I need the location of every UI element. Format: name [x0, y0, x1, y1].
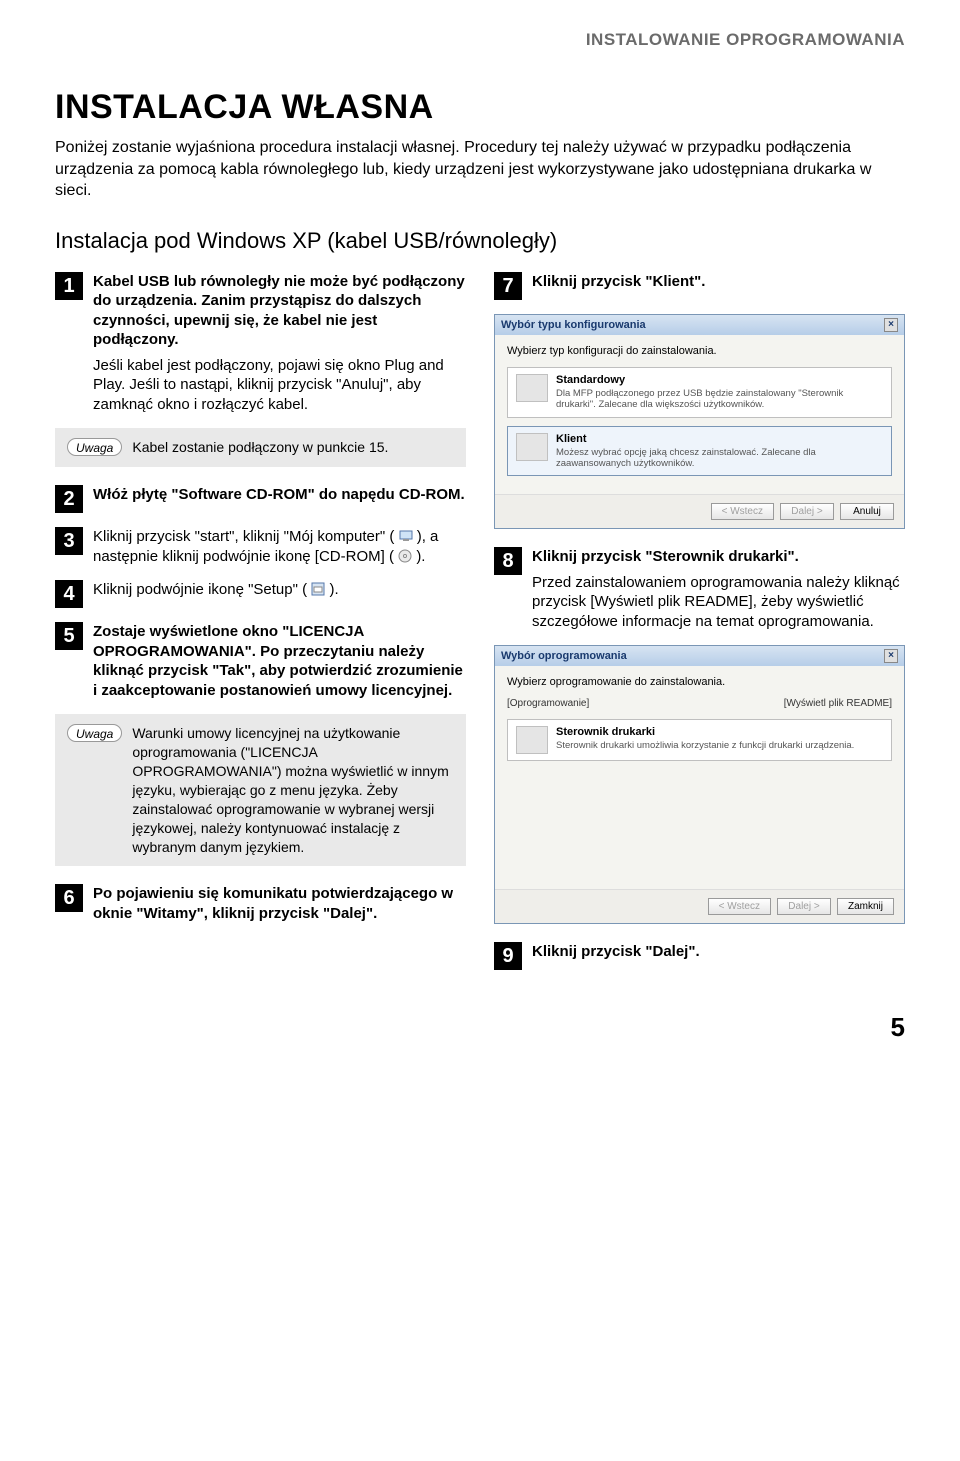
- step-body: Kliknij podwójnie ikonę "Setup" ( ).: [93, 580, 466, 600]
- software-link[interactable]: [Oprogramowanie]: [507, 698, 589, 709]
- dialog-software-select: Wybór oprogramowania × Wybierz oprogramo…: [494, 645, 905, 924]
- two-column-layout: 1 Kabel USB lub równoległy nie może być …: [55, 272, 905, 985]
- step-text-part: ).: [329, 581, 338, 598]
- step-bold-text: Kliknij przycisk "Klient".: [532, 273, 705, 290]
- close-button[interactable]: Zamknij: [837, 898, 894, 915]
- step-body: Zostaje wyświetlone okno "LICENCJA OPROG…: [93, 622, 466, 700]
- my-computer-icon: [399, 529, 413, 543]
- close-icon[interactable]: ×: [884, 649, 898, 663]
- step-8: 8 Kliknij przycisk "Sterownik drukarki".…: [494, 547, 905, 631]
- right-column: 7 Kliknij przycisk "Klient". Wybór typu …: [494, 272, 905, 985]
- option-text: Klient Możesz wybrać opcję jaką chcesz z…: [556, 433, 883, 470]
- left-column: 1 Kabel USB lub równoległy nie może być …: [55, 272, 466, 985]
- step-number: 9: [494, 942, 522, 970]
- step-body: Po pojawieniu się komunikatu potwierdzaj…: [93, 884, 466, 923]
- note-box: Uwaga Kabel zostanie podłączony w punkci…: [55, 428, 466, 467]
- option-desc: Dla MFP podłączonego przez USB będzie za…: [556, 388, 883, 411]
- dialog-titlebar: Wybór typu konfigurowania ×: [495, 315, 904, 335]
- step-body: Kliknij przycisk "start", kliknij "Mój k…: [93, 527, 466, 566]
- setup-icon: [311, 582, 325, 596]
- step-bold-text: Kliknij przycisk "Sterownik drukarki".: [532, 548, 799, 565]
- step-number: 2: [55, 485, 83, 513]
- dialog-prompt: Wybierz oprogramowanie do zainstalowania…: [507, 676, 892, 688]
- back-button[interactable]: < Wstecz: [708, 898, 771, 915]
- page-number: 5: [55, 1012, 905, 1043]
- step-9: 9 Kliknij przycisk "Dalej".: [494, 942, 905, 970]
- next-button[interactable]: Dalej >: [777, 898, 831, 915]
- step-number: 4: [55, 580, 83, 608]
- step-number: 3: [55, 527, 83, 555]
- option-desc: Możesz wybrać opcję jaką chcesz zainstal…: [556, 447, 883, 470]
- option-client[interactable]: Klient Możesz wybrać opcję jaką chcesz z…: [507, 426, 892, 477]
- option-title: Klient: [556, 433, 883, 445]
- step-3: 3 Kliknij przycisk "start", kliknij "Mój…: [55, 527, 466, 566]
- step-number: 7: [494, 272, 522, 300]
- option-text: Sterownik drukarki Sterownik drukarki um…: [556, 726, 883, 751]
- option-printer-driver[interactable]: Sterownik drukarki Sterownik drukarki um…: [507, 719, 892, 761]
- dialog-button-row: < Wstecz Dalej > Zamknij: [495, 889, 904, 923]
- step-text-part: ).: [416, 548, 425, 565]
- step-bold-text: Zostaje wyświetlone okno "LICENCJA OPROG…: [93, 623, 463, 699]
- step-text-part: Kliknij przycisk "start", kliknij "Mój k…: [93, 528, 394, 545]
- dialog-config-type: Wybór typu konfigurowania × Wybierz typ …: [494, 314, 905, 530]
- option-title: Sterownik drukarki: [556, 726, 883, 738]
- next-button[interactable]: Dalej >: [780, 503, 834, 520]
- printer-icon: [516, 433, 548, 461]
- dialog-titlebar: Wybór oprogramowania ×: [495, 646, 904, 666]
- printer-icon: [516, 374, 548, 402]
- step-paragraph: Przed zainstalowaniem oprogramowania nal…: [532, 573, 905, 632]
- step-body: Kliknij przycisk "Dalej".: [532, 942, 905, 962]
- option-desc: Sterownik drukarki umożliwia korzystanie…: [556, 740, 883, 751]
- step-body: Włóż płytę "Software CD-ROM" do napędu C…: [93, 485, 466, 505]
- step-body: Kliknij przycisk "Sterownik drukarki". P…: [532, 547, 905, 631]
- option-text: Standardowy Dla MFP podłączonego przez U…: [556, 374, 883, 411]
- step-paragraph: Jeśli kabel jest podłączony, pojawi się …: [93, 356, 466, 415]
- note-text: Warunki umowy licencyjnej na użytkowanie…: [132, 724, 454, 856]
- step-bold-text: Kabel USB lub równoległy nie może być po…: [93, 273, 465, 349]
- step-5: 5 Zostaje wyświetlone okno "LICENCJA OPR…: [55, 622, 466, 700]
- cancel-button[interactable]: Anuluj: [840, 503, 894, 520]
- note-label: Uwaga: [67, 724, 122, 742]
- step-7: 7 Kliknij przycisk "Klient".: [494, 272, 905, 300]
- readme-link[interactable]: [Wyświetl plik README]: [784, 698, 892, 709]
- step-body: Kliknij przycisk "Klient".: [532, 272, 905, 292]
- step-bold-text: Włóż płytę "Software CD-ROM" do napędu C…: [93, 486, 465, 503]
- step-body: Kabel USB lub równoległy nie może być po…: [93, 272, 466, 415]
- dialog-link-row: [Oprogramowanie] [Wyświetl plik README]: [507, 698, 892, 709]
- note-text: Kabel zostanie podłączony w punkcie 15.: [132, 438, 454, 457]
- step-1: 1 Kabel USB lub równoległy nie może być …: [55, 272, 466, 415]
- page-title: INSTALACJA WŁASNA: [55, 88, 905, 127]
- section-header: INSTALOWANIE OPROGRAMOWANIA: [55, 30, 905, 50]
- cd-rom-icon: [398, 549, 412, 563]
- back-button[interactable]: < Wstecz: [711, 503, 774, 520]
- dialog-title: Wybór typu konfigurowania: [501, 319, 646, 331]
- step-6: 6 Po pojawieniu się komunikatu potwierdz…: [55, 884, 466, 923]
- close-icon[interactable]: ×: [884, 318, 898, 332]
- step-number: 5: [55, 622, 83, 650]
- dialog-title: Wybór oprogramowania: [501, 650, 627, 662]
- subsection-title: Instalacja pod Windows XP (kabel USB/rów…: [55, 228, 905, 254]
- intro-paragraph: Poniżej zostanie wyjaśniona procedura in…: [55, 137, 905, 202]
- dialog-body: Wybierz oprogramowanie do zainstalowania…: [495, 666, 904, 889]
- step-2: 2 Włóż płytę "Software CD-ROM" do napędu…: [55, 485, 466, 513]
- step-number: 6: [55, 884, 83, 912]
- note-label: Uwaga: [67, 438, 122, 456]
- printer-icon: [516, 726, 548, 754]
- step-text-part: Kliknij podwójnie ikonę "Setup" (: [93, 581, 307, 598]
- step-4: 4 Kliknij podwójnie ikonę "Setup" ( ).: [55, 580, 466, 608]
- dialog-button-row: < Wstecz Dalej > Anuluj: [495, 494, 904, 528]
- dialog-prompt: Wybierz typ konfiguracji do zainstalowan…: [507, 345, 892, 357]
- step-number: 8: [494, 547, 522, 575]
- step-number: 1: [55, 272, 83, 300]
- option-title: Standardowy: [556, 374, 883, 386]
- option-standard[interactable]: Standardowy Dla MFP podłączonego przez U…: [507, 367, 892, 418]
- step-bold-text: Kliknij przycisk "Dalej".: [532, 943, 700, 960]
- step-bold-text: Po pojawieniu się komunikatu potwierdzaj…: [93, 885, 453, 922]
- note-box: Uwaga Warunki umowy licencyjnej na użytk…: [55, 714, 466, 866]
- dialog-body: Wybierz typ konfiguracji do zainstalowan…: [495, 335, 904, 495]
